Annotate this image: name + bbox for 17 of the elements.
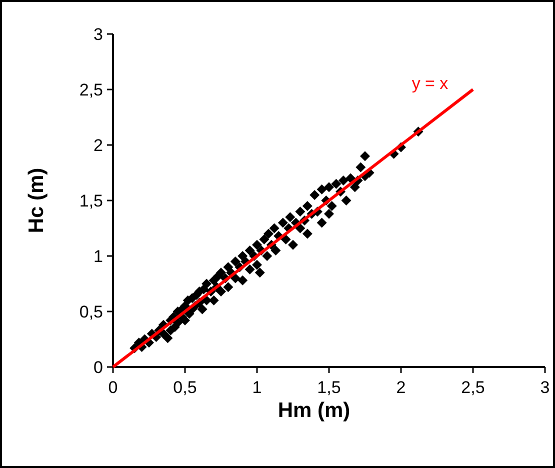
x-tick-label: 1,5 bbox=[317, 378, 341, 397]
y-tick-label: 0,5 bbox=[79, 302, 103, 322]
x-tick-label: 2,5 bbox=[461, 378, 485, 397]
y-tick-label: 0 bbox=[94, 358, 103, 377]
y-tick-label: 3 bbox=[94, 24, 103, 44]
x-tick-label: 3 bbox=[540, 378, 550, 397]
x-tick-label: 0 bbox=[108, 378, 118, 397]
x-tick-label: 0,5 bbox=[173, 378, 197, 397]
y-axis-title: Hc (m) bbox=[25, 168, 48, 234]
x-tick-label: 2 bbox=[396, 378, 406, 397]
y-tick-label: 2 bbox=[94, 136, 103, 155]
x-axis-title: Hm (m) bbox=[278, 399, 350, 422]
y-tick-label: 1,5 bbox=[79, 191, 103, 210]
y-tick-label: 2,5 bbox=[79, 80, 103, 100]
x-tick-label: 1 bbox=[252, 378, 262, 397]
annotation: y = x bbox=[412, 74, 449, 93]
y-tick-label: 1 bbox=[94, 246, 103, 266]
